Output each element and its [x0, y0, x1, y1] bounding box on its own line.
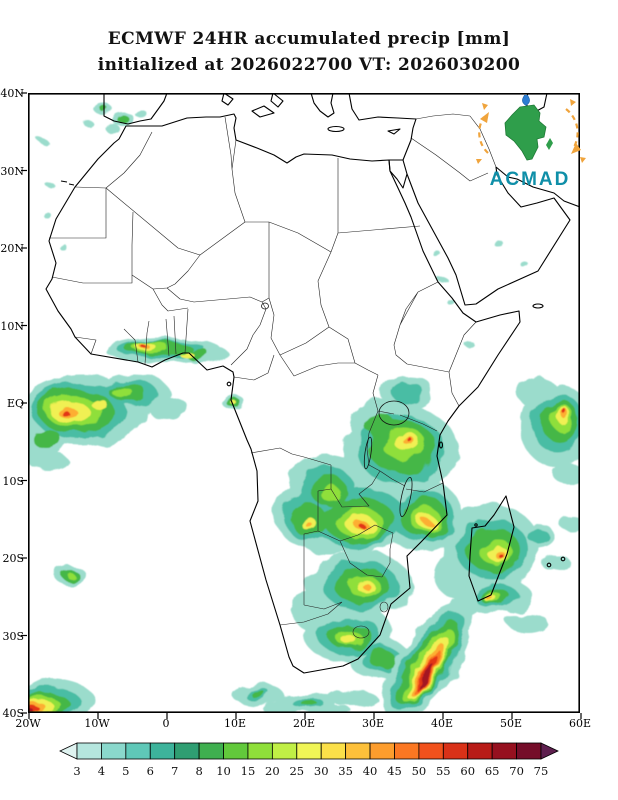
plot-title-line1: ECMWF 24HR accumulated precip [mm] [107, 29, 511, 49]
colorbar-segment [369, 742, 395, 760]
colorbar-segment [516, 742, 542, 760]
madagascar-coastline [468, 495, 515, 602]
colorbar-label: 15 [241, 764, 256, 778]
colorbar-label: 65 [485, 764, 500, 778]
x-axis-label: 10E [223, 717, 247, 730]
colorbar-svg: 3 4 5 6 7 8 10 15 20 25 30 35 40 45 50 55 60 65 70 75 [59, 742, 559, 778]
crete-coastline [327, 125, 345, 133]
colorbar-label: 50 [412, 764, 427, 778]
y-axis-label: 30N [0, 164, 24, 178]
colorbar-label: 40 [363, 764, 378, 778]
colorbar-label: 25 [289, 764, 304, 778]
colorbar-label: 10 [216, 764, 231, 778]
colorbar-label: 35 [338, 764, 353, 778]
y-axis-label: 40N [0, 87, 24, 100]
colorbar-label: 55 [436, 764, 451, 778]
water-drop-icon [522, 92, 530, 106]
colorbar-segment [320, 742, 347, 760]
colorbar-label: 3 [73, 764, 80, 778]
y-axis-label: 20S [2, 552, 24, 565]
colorbar-segment [271, 742, 298, 760]
colorbar-label: 5 [122, 764, 129, 778]
arabia-coastline [406, 166, 571, 306]
colorbar-arrow-right [540, 742, 559, 760]
y-axis-label: 40S [2, 707, 24, 720]
colorbar-label: 45 [387, 764, 402, 778]
map-frame [28, 93, 580, 713]
colorbar-segment [174, 742, 200, 760]
small-islands [60, 180, 75, 186]
lakes [261, 302, 413, 517]
madagascar-icon [546, 138, 553, 150]
colorbar-segment [149, 742, 176, 760]
colorbar-arrow-left [59, 742, 78, 760]
acmad-logo-text: ACMAD [489, 169, 571, 190]
x-axis-label: 30E [361, 717, 385, 730]
colorbar-segment [345, 742, 371, 760]
y-axis-label: 10S [2, 474, 24, 488]
colorbar-segment [442, 742, 469, 760]
colorbar-label: 8 [195, 764, 202, 778]
greece-coastline [310, 93, 335, 118]
bottom-axis-ticks [28, 713, 582, 719]
colorbar-segment [101, 742, 127, 760]
colorbar-segment [247, 742, 273, 760]
africa-coastline [45, 113, 521, 674]
colorbar-segment [198, 742, 224, 760]
colorbar-segment [394, 742, 420, 760]
plot-title: ECMWF 24HR accumulated precip [mm] initi… [0, 26, 618, 78]
cyprus-coastline [387, 128, 401, 135]
colorbar-segment [296, 742, 322, 760]
y-axis-label: 10N [0, 319, 24, 333]
colorbar-label: 4 [98, 764, 105, 778]
x-axis-label: 50E [499, 717, 523, 730]
y-axis-label: EQ [6, 397, 24, 410]
colorbar-label: 60 [460, 764, 475, 778]
cycle-arrows-icon [478, 108, 579, 154]
colorbar-segment [491, 742, 517, 760]
country-borders [49, 113, 497, 639]
iran-gulf-coastline [495, 166, 580, 208]
levant-turkey-coastline [348, 93, 417, 161]
left-axis-ticks [21, 92, 27, 714]
colorbar-segment [76, 742, 102, 760]
colorbar-segment [125, 742, 151, 760]
sicily-coastline [251, 105, 275, 118]
precip-overlay [28, 103, 580, 713]
y-axis-label: 30S [2, 629, 24, 643]
x-axis-label: 40E [430, 717, 454, 730]
colorbar-segment [467, 742, 493, 760]
acmad-logo: ACMAD [470, 92, 590, 191]
colorbar: 3 4 5 6 7 8 10 15 20 25 30 35 40 45 50 55 60 65 70 75 [59, 740, 559, 786]
x-axis-label: 20W [15, 717, 41, 730]
y-axis-label: 20N [0, 242, 24, 255]
africa-icon [504, 104, 547, 161]
x-axis-label: 20E [292, 717, 316, 730]
x-axis-label: 0 [162, 717, 170, 730]
colorbar-label: 30 [314, 764, 329, 778]
colorbar-label: 20 [265, 764, 280, 778]
colorbar-label: 75 [534, 764, 549, 778]
plot-title-line2: initialized at 2026022700 VT: 2026030200 [97, 55, 521, 75]
colorbar-segment [223, 742, 249, 760]
colorbar-label: 70 [509, 764, 524, 778]
colorbar-label: 6 [147, 764, 154, 778]
x-axis-label: 10W [84, 717, 110, 730]
africa-precip-map [28, 93, 580, 713]
colorbar-segment [418, 742, 444, 760]
precip-band-southeast [382, 602, 474, 713]
italy-coastline [270, 93, 284, 108]
colorbar-label: 7 [171, 764, 178, 778]
x-axis-label: 60E [568, 717, 592, 730]
sardinia-coastline [221, 93, 234, 106]
iberia-coastline [103, 93, 168, 125]
